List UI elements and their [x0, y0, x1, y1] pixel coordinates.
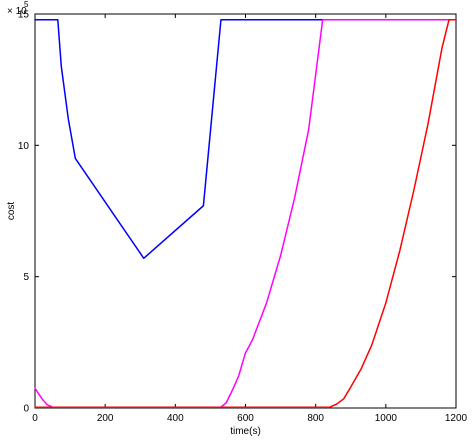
y-axis-label: cost	[6, 202, 17, 221]
series-line-3	[34, 19, 457, 408]
series-line-1	[34, 19, 457, 260]
x-tick-label: 600	[237, 413, 254, 424]
y-tick-label: 10	[18, 141, 30, 152]
y-tick-label: 0	[23, 404, 29, 415]
x-axis-label: time(s)	[230, 426, 261, 437]
x-tick-label: 400	[167, 413, 184, 424]
y-tick-label: 15	[18, 10, 30, 21]
y-multiplier-exponent: 5	[24, 0, 29, 9]
plot-frame	[34, 13, 457, 409]
x-tick-label: 1200	[445, 413, 468, 424]
x-tick-label: 1000	[375, 413, 398, 424]
series-line-2	[34, 19, 457, 408]
x-tick-label: 800	[307, 413, 324, 424]
x-tick-label: 200	[97, 413, 114, 424]
y-tick-label: 5	[23, 272, 29, 283]
x-tick-label: 0	[32, 413, 38, 424]
y-multiplier-base: × 10	[7, 6, 27, 17]
